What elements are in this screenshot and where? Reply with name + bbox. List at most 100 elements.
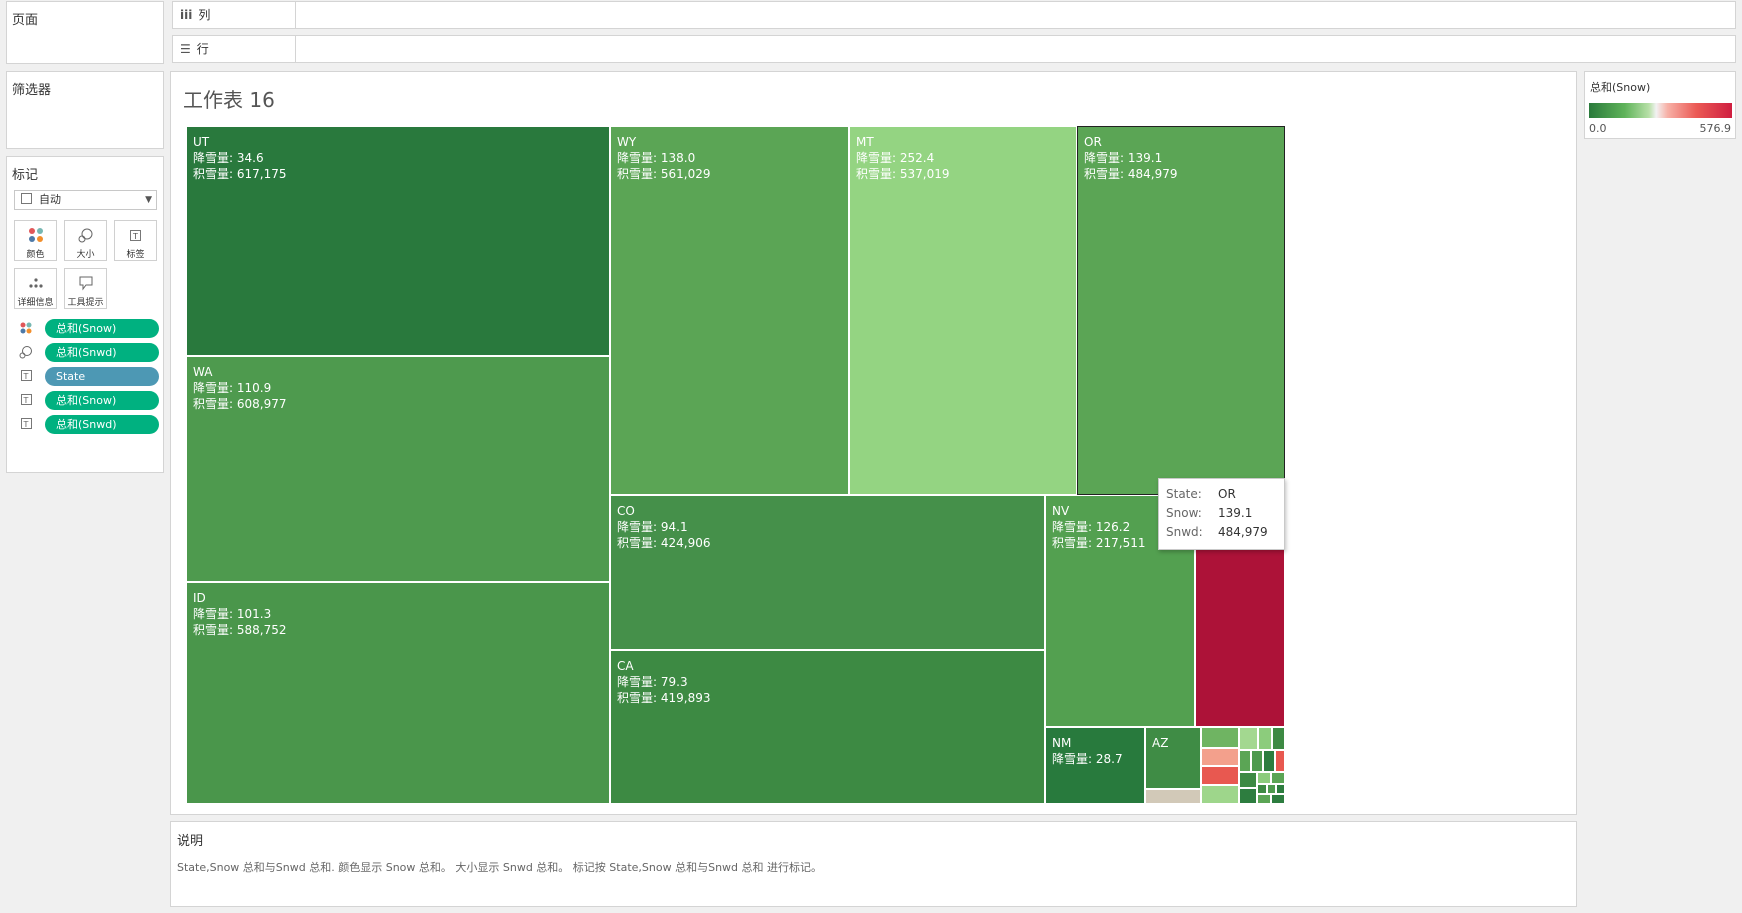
detail-button[interactable]: 详细信息 — [14, 268, 57, 309]
tooltip-icon — [65, 275, 106, 291]
tile-snwd-label: 积雪量: 424,906 — [617, 536, 711, 550]
worksheet-view: 工作表 16 UT 降雪量: 34.6 积雪量: 617,175 WA 降雪量: 11… — [170, 71, 1577, 815]
label-icon: T — [19, 417, 33, 431]
mark-type-square-icon — [21, 193, 32, 204]
treemap-tile-small[interactable] — [1201, 727, 1239, 748]
tile-state-label: ID — [193, 591, 206, 605]
pill-sum-snow-label[interactable]: 总和(Snow) — [45, 391, 159, 410]
tile-state-label: NV — [1052, 504, 1070, 518]
tile-state-label: WA — [193, 365, 213, 379]
color-button[interactable]: 颜色 — [14, 220, 57, 261]
treemap-tile-small[interactable] — [1258, 727, 1272, 750]
treemap-tile-small[interactable] — [1271, 772, 1285, 784]
label-icon: T — [115, 227, 156, 243]
tile-snow-label: 降雪量: 252.4 — [856, 151, 935, 165]
tooltip-row-state: State: OR — [1166, 485, 1284, 504]
size-button[interactable]: 大小 — [64, 220, 107, 261]
treemap-tile-wa[interactable]: WA 降雪量: 110.9 积雪量: 608,977 — [186, 356, 610, 582]
tile-state-label: NM — [1052, 736, 1072, 750]
pill-sum-snwd-label[interactable]: 总和(Snwd) — [45, 415, 159, 434]
color-dots-icon — [19, 321, 33, 335]
tile-state-label: MT — [856, 135, 874, 149]
pages-panel[interactable]: 页面 — [6, 1, 164, 64]
treemap-tile-small[interactable] — [1239, 788, 1257, 804]
treemap-tile-small[interactable] — [1239, 772, 1257, 788]
tooltip-key: Snow: — [1166, 506, 1202, 520]
treemap-tile-wy[interactable]: WY 降雪量: 138.0 积雪量: 561,029 — [610, 126, 849, 495]
tile-state-label: OR — [1084, 135, 1102, 149]
treemap-tile-ca[interactable]: CA 降雪量: 79.3 积雪量: 419,893 — [610, 650, 1045, 804]
rows-shelf[interactable]: ☰ 行 — [172, 35, 1736, 63]
tile-snwd-label: 积雪量: 217,511 — [1052, 536, 1146, 550]
legend-title: 总和(Snow) — [1590, 81, 1651, 94]
treemap-tile-az[interactable]: AZ — [1145, 727, 1201, 789]
color-legend[interactable]: 总和(Snow) 0.0 576.9 — [1584, 71, 1736, 139]
treemap-tile-small[interactable] — [1239, 750, 1251, 772]
marks-field-label-snow[interactable]: T 总和(Snow) — [19, 391, 159, 411]
treemap-tile-or[interactable]: OR 降雪量: 139.1 积雪量: 484,979 — [1077, 126, 1285, 495]
treemap-tile-small[interactable] — [1275, 750, 1285, 772]
columns-shelf[interactable]: iii 列 — [172, 1, 1736, 29]
tooltip-key: Snwd: — [1166, 525, 1203, 539]
tooltip-popup: State: OR Snow: 139.1 Snwd: 484,979 — [1158, 478, 1285, 550]
treemap: UT 降雪量: 34.6 积雪量: 617,175 WA 降雪量: 110.9 积雪量:… — [171, 72, 1576, 814]
tooltip-row-snwd: Snwd: 484,979 — [1166, 523, 1284, 542]
pill-sum-snwd-size[interactable]: 总和(Snwd) — [45, 343, 159, 362]
caption-title: 说明 — [177, 834, 204, 849]
treemap-tile-small[interactable] — [1251, 750, 1263, 772]
filters-panel-title: 筛选器 — [12, 83, 52, 98]
treemap-tile-id[interactable]: ID 降雪量: 101.3 积雪量: 588,752 — [186, 582, 610, 804]
tile-snwd-label: 积雪量: 608,977 — [193, 397, 287, 411]
tooltip-value: 484,979 — [1218, 525, 1268, 539]
marks-field-size[interactable]: 总和(Snwd) — [19, 343, 159, 363]
treemap-tile-small[interactable] — [1201, 766, 1239, 785]
marks-panel: 标记 自动 ▼ 颜色 大小 T 标签 详细信息 工具提示 总和(Snow) — [6, 156, 164, 473]
marks-field-label-state[interactable]: T State — [19, 367, 159, 387]
filters-panel[interactable]: 筛选器 — [6, 71, 164, 149]
size-button-label: 大小 — [76, 250, 95, 260]
label-button[interactable]: T 标签 — [114, 220, 157, 261]
rows-shelf-text: 行 — [196, 42, 209, 56]
treemap-tile-small[interactable] — [1272, 727, 1285, 750]
caption-text: State,Snow 总和与Snwd 总和. 颜色显示 Snow 总和。 大小显… — [177, 861, 823, 874]
detail-button-label: 详细信息 — [17, 298, 54, 308]
tile-snwd-label: 积雪量: 484,979 — [1084, 167, 1178, 181]
treemap-tile-small[interactable] — [1271, 794, 1285, 804]
treemap-tile-small[interactable] — [1145, 789, 1201, 804]
tile-snwd-label: 积雪量: 617,175 — [193, 167, 287, 181]
marks-field-label-snwd[interactable]: T 总和(Snwd) — [19, 415, 159, 435]
tooltip-button[interactable]: 工具提示 — [64, 268, 107, 309]
mark-type-dropdown[interactable]: 自动 ▼ — [14, 190, 157, 210]
columns-icon: iii — [180, 8, 193, 22]
legend-gradient — [1589, 103, 1732, 118]
marks-field-color[interactable]: 总和(Snow) — [19, 319, 159, 339]
treemap-tile-small[interactable] — [1267, 784, 1276, 794]
treemap-tile-co[interactable]: CO 降雪量: 94.1 积雪量: 424,906 — [610, 495, 1045, 650]
treemap-tile-mt[interactable]: MT 降雪量: 252.4 积雪量: 537,019 — [849, 126, 1077, 495]
pill-sum-snow-color[interactable]: 总和(Snow) — [45, 319, 159, 338]
sheet-title: 工作表 16 — [183, 88, 275, 112]
treemap-tile-small[interactable] — [1201, 748, 1239, 766]
treemap-tile-small[interactable] — [1257, 772, 1271, 784]
treemap-tile-small[interactable] — [1257, 784, 1267, 794]
tooltip-value: 139.1 — [1218, 506, 1253, 520]
treemap-tile-small[interactable] — [1276, 784, 1285, 794]
marks-panel-title: 标记 — [12, 168, 39, 183]
label-button-label: 标签 — [126, 250, 145, 260]
columns-shelf-text: 列 — [198, 8, 211, 22]
tile-state-label: AZ — [1152, 736, 1169, 750]
treemap-tile-small[interactable] — [1201, 785, 1239, 804]
tooltip-row-snow: Snow: 139.1 — [1166, 504, 1284, 523]
label-icon: T — [19, 393, 33, 407]
treemap-tile-small[interactable] — [1239, 727, 1258, 750]
treemap-tile-ut[interactable]: UT 降雪量: 34.6 积雪量: 617,175 — [186, 126, 610, 356]
pill-state-label[interactable]: State — [45, 367, 159, 386]
treemap-tile-small[interactable] — [1257, 794, 1271, 804]
treemap-tile-small[interactable] — [1263, 750, 1275, 772]
tile-state-label: CA — [617, 659, 634, 673]
tile-snwd-label: 积雪量: 537,019 — [856, 167, 950, 181]
treemap-tile-nm[interactable]: NM 降雪量: 28.7 — [1045, 727, 1145, 804]
tooltip-button-label: 工具提示 — [67, 298, 104, 308]
pages-panel-title: 页面 — [12, 13, 39, 28]
tile-state-label: UT — [193, 135, 210, 149]
